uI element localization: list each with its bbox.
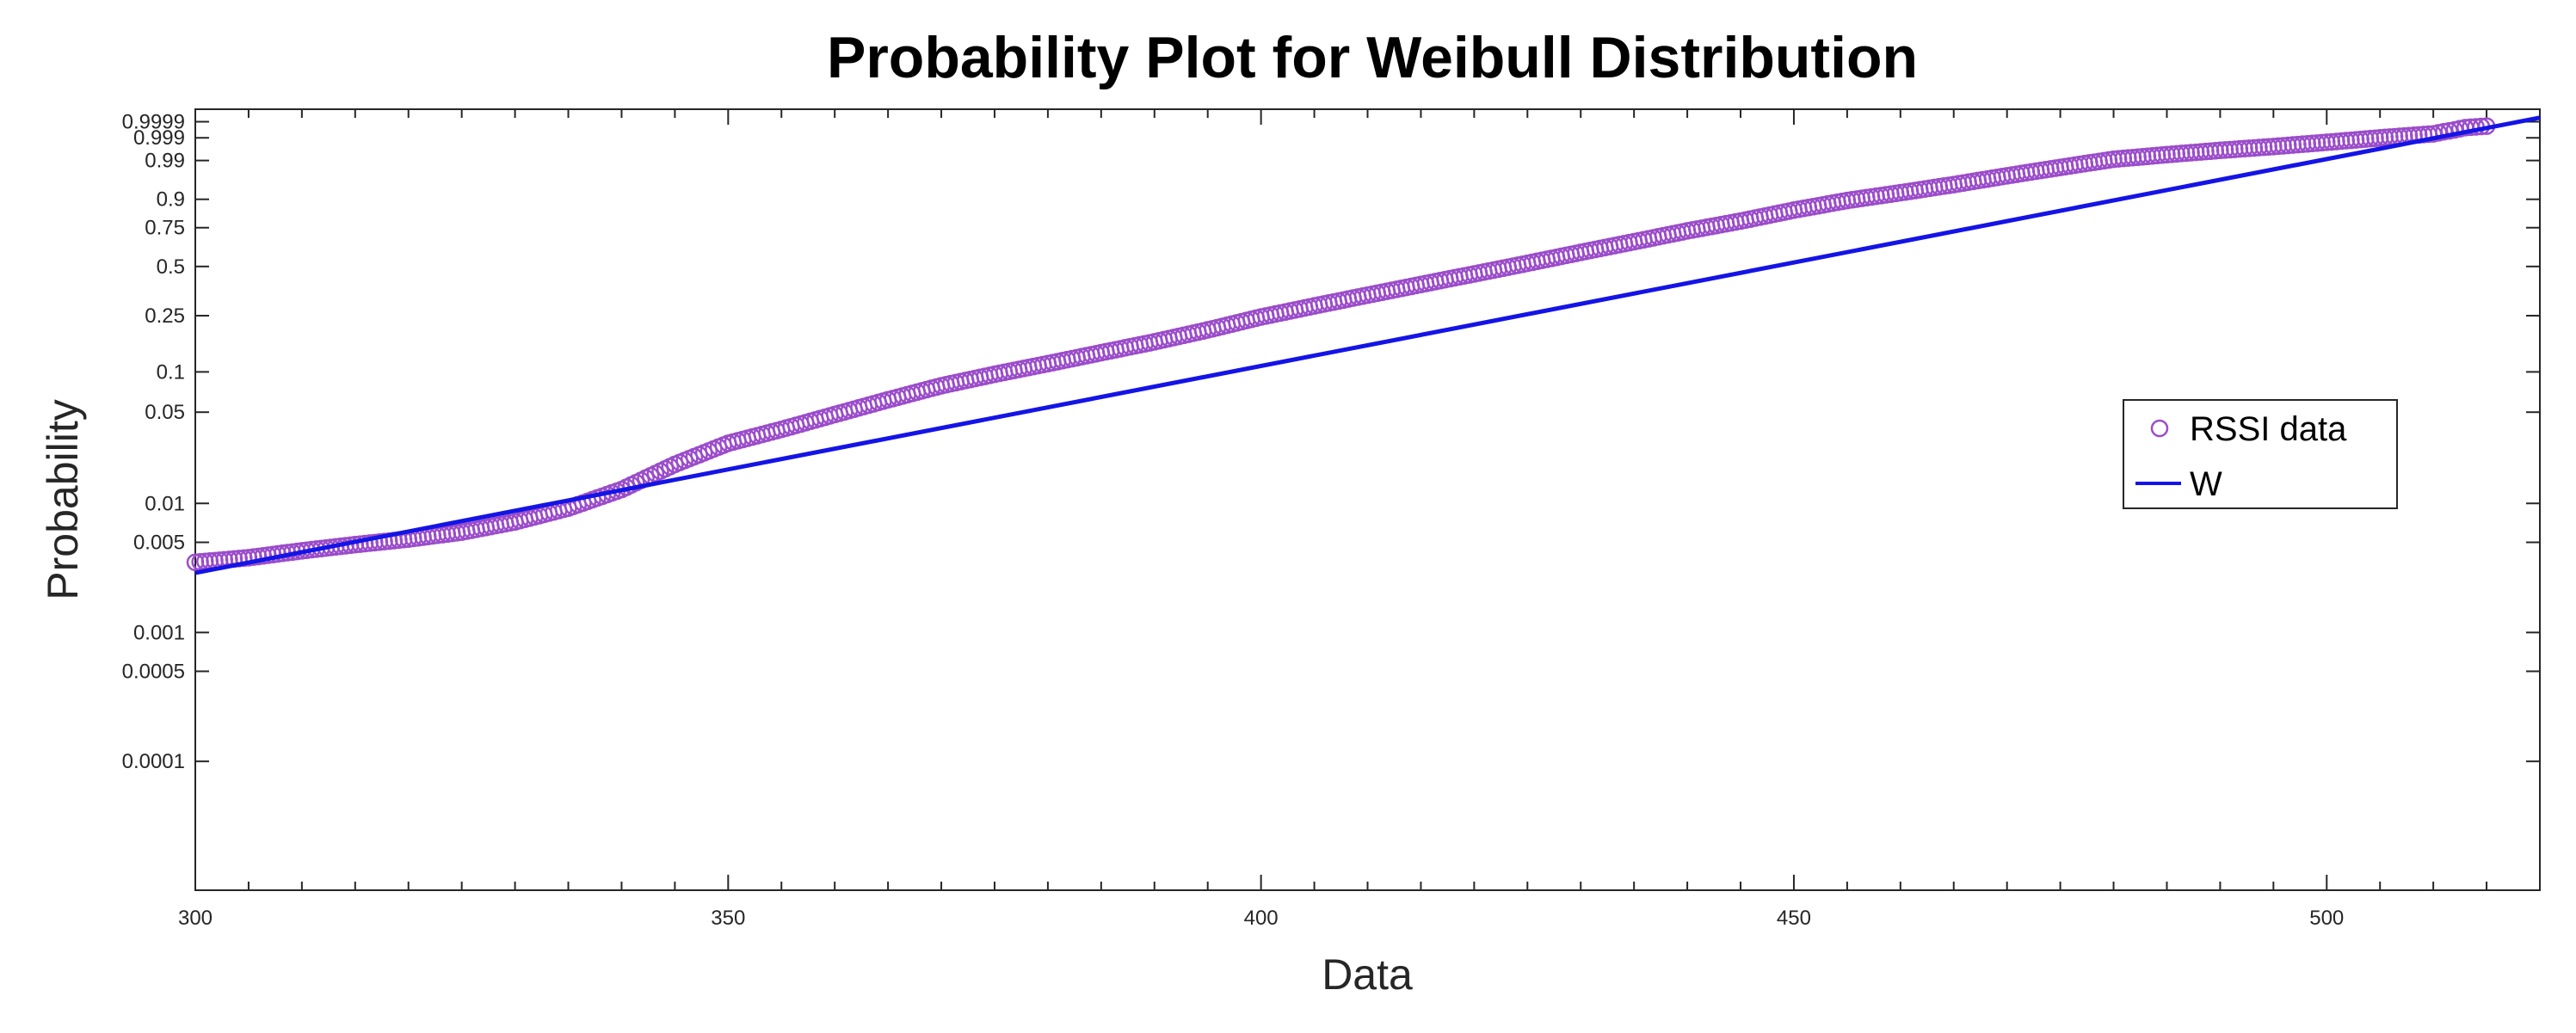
x-tick-label: 400 — [1244, 907, 1279, 930]
chart-title: Probability Plot for Weibull Distributio… — [827, 25, 1918, 90]
y-tick-label: 0.1 — [157, 360, 185, 384]
y-tick-label: 0.99 — [145, 150, 185, 173]
x-tick-label: 300 — [178, 907, 213, 930]
y-tick-label: 0.9999 — [122, 111, 185, 134]
x-axis-label: Data — [1322, 950, 1413, 999]
y-axis-ticks: 0.0001 0.0005 0.001 0.005 0.01 0.05 0.1 0.25 0.5… — [122, 111, 2540, 773]
x-axis-ticks: 300 350 400 450 500 — [178, 109, 2541, 930]
y-tick-label: 0.5 — [157, 255, 185, 279]
y-tick-label: 0.25 — [145, 304, 185, 328]
w-fit-line — [194, 115, 2541, 575]
legend-marker-rssi-data — [2150, 419, 2169, 438]
y-tick-label: 0.75 — [145, 217, 185, 240]
y-tick-label: 0.999 — [133, 126, 185, 150]
legend-label-rssi-data: RSSI data — [2190, 410, 2347, 448]
y-tick-label: 0.0001 — [122, 750, 185, 773]
y-tick-label: 0.005 — [133, 532, 185, 555]
y-tick-label: 0.05 — [145, 401, 185, 424]
x-tick-label: 350 — [711, 907, 745, 930]
legend-box — [2123, 399, 2398, 509]
legend: RSSI data W — [2123, 399, 2398, 509]
x-tick-label: 500 — [2309, 907, 2344, 930]
x-tick-label: 450 — [1777, 907, 1811, 930]
y-tick-label: 0.0005 — [122, 660, 185, 683]
y-tick-label: 0.001 — [133, 621, 185, 644]
y-tick-label: 0.9 — [157, 188, 185, 212]
series-layer — [186, 115, 2541, 575]
y-tick-label: 0.01 — [145, 492, 185, 515]
legend-label-w: W — [2190, 465, 2222, 503]
y-axis-label: Probability — [39, 399, 87, 600]
